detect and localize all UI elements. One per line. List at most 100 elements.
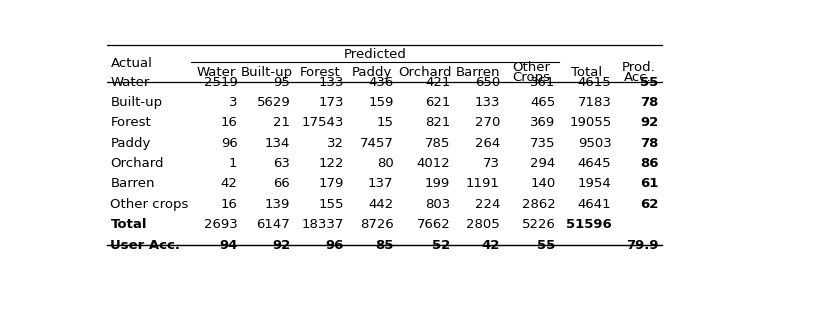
Text: 86: 86	[640, 157, 659, 170]
Text: 61: 61	[640, 177, 659, 191]
Text: 159: 159	[368, 96, 394, 109]
Text: 16: 16	[220, 198, 237, 211]
Text: 803: 803	[425, 198, 450, 211]
Text: 96: 96	[325, 239, 344, 252]
Text: 1954: 1954	[577, 177, 612, 191]
Text: 361: 361	[530, 76, 556, 89]
Text: 442: 442	[369, 198, 394, 211]
Text: Other crops: Other crops	[111, 198, 189, 211]
Text: 294: 294	[530, 157, 556, 170]
Text: 92: 92	[272, 239, 290, 252]
Text: 155: 155	[319, 198, 344, 211]
Text: 6147: 6147	[256, 218, 290, 231]
Text: 17543: 17543	[301, 116, 344, 129]
Text: Water: Water	[111, 76, 150, 89]
Text: Built-up: Built-up	[111, 96, 162, 109]
Text: Water: Water	[196, 66, 235, 79]
Text: 785: 785	[425, 137, 450, 150]
Text: 73: 73	[483, 157, 500, 170]
Text: 16: 16	[220, 116, 237, 129]
Text: 21: 21	[274, 116, 290, 129]
Text: 133: 133	[319, 76, 344, 89]
Text: 5226: 5226	[522, 218, 556, 231]
Text: 465: 465	[530, 96, 556, 109]
Text: 8726: 8726	[359, 218, 394, 231]
Text: 2693: 2693	[204, 218, 237, 231]
Text: Total: Total	[571, 66, 602, 79]
Text: 369: 369	[530, 116, 556, 129]
Text: Barren: Barren	[111, 177, 155, 191]
Text: Other: Other	[512, 61, 550, 74]
Text: 42: 42	[482, 239, 500, 252]
Text: 19055: 19055	[569, 116, 612, 129]
Text: 9503: 9503	[577, 137, 612, 150]
Text: 133: 133	[474, 96, 500, 109]
Text: 42: 42	[220, 177, 237, 191]
Text: 2862: 2862	[522, 198, 556, 211]
Text: Orchard: Orchard	[399, 66, 452, 79]
Text: 264: 264	[475, 137, 500, 150]
Text: 270: 270	[474, 116, 500, 129]
Text: 3: 3	[229, 96, 237, 109]
Text: 224: 224	[474, 198, 500, 211]
Text: 2805: 2805	[466, 218, 500, 231]
Text: User Acc.: User Acc.	[111, 239, 181, 252]
Text: 52: 52	[432, 239, 450, 252]
Text: 173: 173	[319, 96, 344, 109]
Text: 55: 55	[641, 76, 659, 89]
Text: Paddy: Paddy	[111, 137, 151, 150]
Text: 122: 122	[319, 157, 344, 170]
Text: 95: 95	[274, 76, 290, 89]
Text: 140: 140	[530, 177, 556, 191]
Text: 4012: 4012	[417, 157, 450, 170]
Text: 137: 137	[368, 177, 394, 191]
Text: 4641: 4641	[578, 198, 612, 211]
Text: Orchard: Orchard	[111, 157, 164, 170]
Text: Barren: Barren	[456, 66, 501, 79]
Text: 15: 15	[377, 116, 394, 129]
Text: 179: 179	[319, 177, 344, 191]
Text: 735: 735	[530, 137, 556, 150]
Text: 436: 436	[369, 76, 394, 89]
Text: 621: 621	[425, 96, 450, 109]
Text: 85: 85	[375, 239, 394, 252]
Text: 7183: 7183	[577, 96, 612, 109]
Text: Predicted: Predicted	[344, 48, 406, 61]
Text: 4645: 4645	[578, 157, 612, 170]
Text: Acc.: Acc.	[624, 70, 652, 84]
Text: Paddy: Paddy	[352, 66, 392, 79]
Text: 650: 650	[475, 76, 500, 89]
Text: Built-up: Built-up	[241, 66, 293, 79]
Text: Total: Total	[111, 218, 147, 231]
Text: 134: 134	[265, 137, 290, 150]
Text: 4615: 4615	[577, 76, 612, 89]
Text: 7662: 7662	[417, 218, 450, 231]
Text: Crops: Crops	[512, 70, 550, 84]
Text: Actual: Actual	[111, 57, 152, 70]
Text: 1191: 1191	[466, 177, 500, 191]
Text: 79.9: 79.9	[626, 239, 659, 252]
Text: 7457: 7457	[359, 137, 394, 150]
Text: 51596: 51596	[566, 218, 612, 231]
Text: Forest: Forest	[111, 116, 151, 129]
Text: 1: 1	[229, 157, 237, 170]
Text: 96: 96	[220, 137, 237, 150]
Text: 92: 92	[641, 116, 659, 129]
Text: 94: 94	[219, 239, 237, 252]
Text: 55: 55	[537, 239, 556, 252]
Text: 80: 80	[377, 157, 394, 170]
Text: 62: 62	[640, 198, 659, 211]
Text: 78: 78	[640, 137, 659, 150]
Text: 32: 32	[327, 137, 344, 150]
Text: 821: 821	[425, 116, 450, 129]
Text: Prod.: Prod.	[622, 61, 655, 74]
Text: Forest: Forest	[300, 66, 341, 79]
Text: 18337: 18337	[301, 218, 344, 231]
Text: 78: 78	[640, 96, 659, 109]
Text: 66: 66	[274, 177, 290, 191]
Text: 63: 63	[274, 157, 290, 170]
Text: 199: 199	[425, 177, 450, 191]
Text: 5629: 5629	[256, 96, 290, 109]
Text: 139: 139	[265, 198, 290, 211]
Text: 2519: 2519	[204, 76, 237, 89]
